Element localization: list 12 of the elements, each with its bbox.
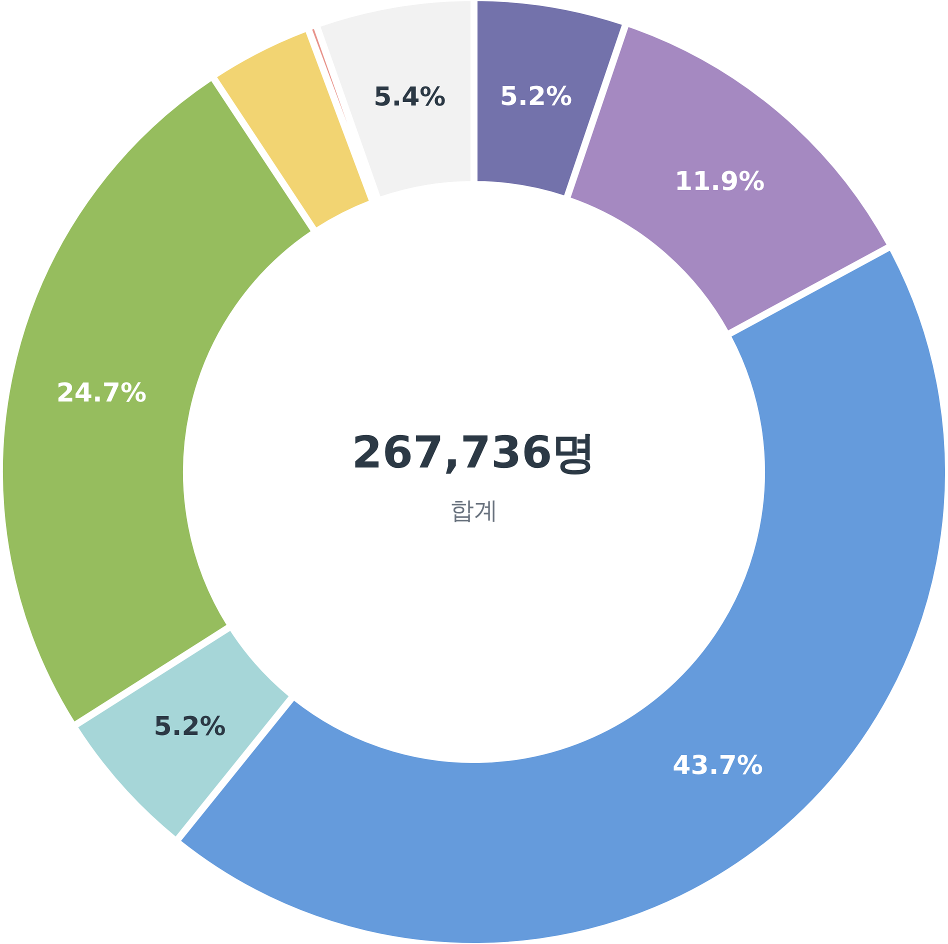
donut-slice <box>475 0 624 198</box>
data-label: 24.7% <box>56 378 147 408</box>
text: 합계 <box>450 496 498 524</box>
donut-slice <box>214 30 372 230</box>
donut-slice <box>76 628 292 839</box>
data-label: 11.9% <box>674 166 765 197</box>
data-label: 43.7% <box>672 750 763 781</box>
data-label: 5.2% <box>154 712 226 742</box>
text: 267,736명 <box>352 427 596 478</box>
donut-slice <box>318 0 473 199</box>
data-label: 5.4% <box>374 82 446 113</box>
data-label: 5.2% <box>500 82 572 112</box>
